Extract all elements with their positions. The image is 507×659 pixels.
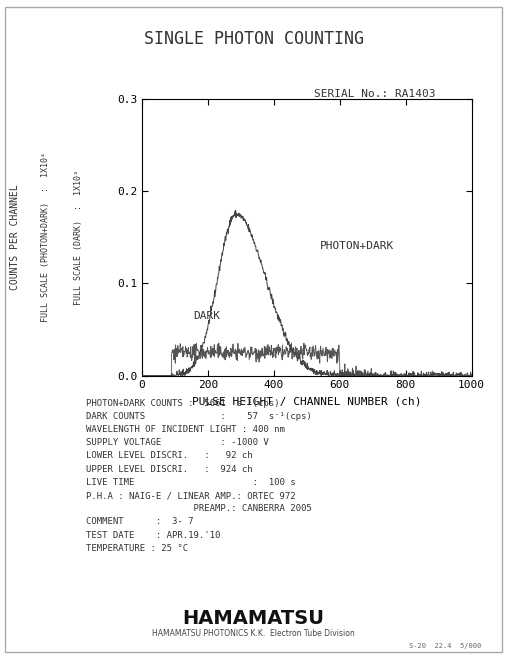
Text: HAMAMATSU PHOTONICS K.K.  Electron Tube Division: HAMAMATSU PHOTONICS K.K. Electron Tube D… bbox=[152, 629, 355, 639]
Text: PHOTON+DARK: PHOTON+DARK bbox=[320, 241, 394, 252]
Text: SERIAL No.: RA1403: SERIAL No.: RA1403 bbox=[314, 89, 436, 99]
Text: HAMAMATSU: HAMAMATSU bbox=[183, 609, 324, 627]
Text: S-20  22.4  5/000: S-20 22.4 5/000 bbox=[409, 643, 482, 649]
Text: FULL SCALE (PHOTON+DARK)  :  1X10⁴: FULL SCALE (PHOTON+DARK) : 1X10⁴ bbox=[41, 152, 50, 322]
Text: COUNTS PER CHANNEL: COUNTS PER CHANNEL bbox=[10, 185, 20, 290]
X-axis label: PULSE HEIGHT / CHANNEL NUMBER (ch): PULSE HEIGHT / CHANNEL NUMBER (ch) bbox=[192, 396, 421, 406]
Text: FULL SCALE (DARK)  :  1X10³: FULL SCALE (DARK) : 1X10³ bbox=[74, 170, 83, 304]
Text: SINGLE PHOTON COUNTING: SINGLE PHOTON COUNTING bbox=[143, 30, 364, 47]
Text: DARK: DARK bbox=[193, 310, 220, 321]
Text: PHOTON+DARK COUNTS :  5661  s⁻¹(cps)
DARK COUNTS              :    57  s⁻¹(cps)
: PHOTON+DARK COUNTS : 5661 s⁻¹(cps) DARK … bbox=[86, 399, 312, 553]
